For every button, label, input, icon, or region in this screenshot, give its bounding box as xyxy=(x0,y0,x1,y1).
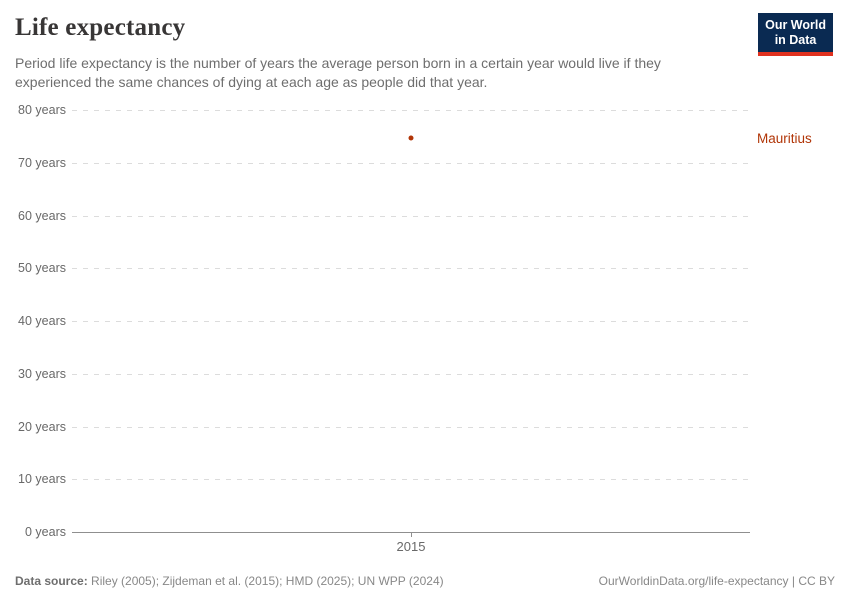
y-gridline xyxy=(72,268,750,270)
y-gridline xyxy=(72,162,750,164)
y-tick-label: 70 years xyxy=(18,155,66,170)
entity-label[interactable]: Mauritius xyxy=(757,130,812,146)
data-point[interactable] xyxy=(408,135,414,141)
owid-logo[interactable]: Our World in Data xyxy=(758,13,833,56)
y-gridline xyxy=(72,373,750,375)
y-gridline xyxy=(72,215,750,217)
data-source-text: Riley (2005); Zijdeman et al. (2015); HM… xyxy=(87,574,444,588)
attribution-link[interactable]: OurWorldinData.org/life-expectancy | CC … xyxy=(598,574,835,588)
y-gridline xyxy=(72,321,750,322)
y-gridline xyxy=(72,110,750,111)
y-tick-label: 30 years xyxy=(18,366,66,381)
owid-logo-line1: Our World xyxy=(765,18,826,32)
y-tick-label: 0 years xyxy=(25,525,66,539)
y-tick-label: 80 years xyxy=(18,103,66,117)
page-subtitle: Period life expectancy is the number of … xyxy=(15,55,661,90)
y-tick-label: 50 years xyxy=(18,261,66,276)
y-tick-label: 10 years xyxy=(18,472,66,487)
y-tick-label: 60 years xyxy=(18,208,66,223)
footer: Data source: Riley (2005); Zijdeman et a… xyxy=(0,574,850,588)
data-source-label: Data source: xyxy=(15,574,88,588)
y-gridline xyxy=(72,426,750,428)
page-title: Life expectancy xyxy=(15,14,186,41)
y-tick-label: 20 years xyxy=(18,419,66,434)
y-tick-label: 40 years xyxy=(18,314,66,328)
y-gridline xyxy=(72,479,750,481)
x-tick-label: 2015 xyxy=(396,539,426,554)
data-source-note: Data source: Riley (2005); Zijdeman et a… xyxy=(15,574,444,588)
x-tick-mark xyxy=(411,532,412,537)
owid-logo-line2: in Data xyxy=(774,33,817,47)
